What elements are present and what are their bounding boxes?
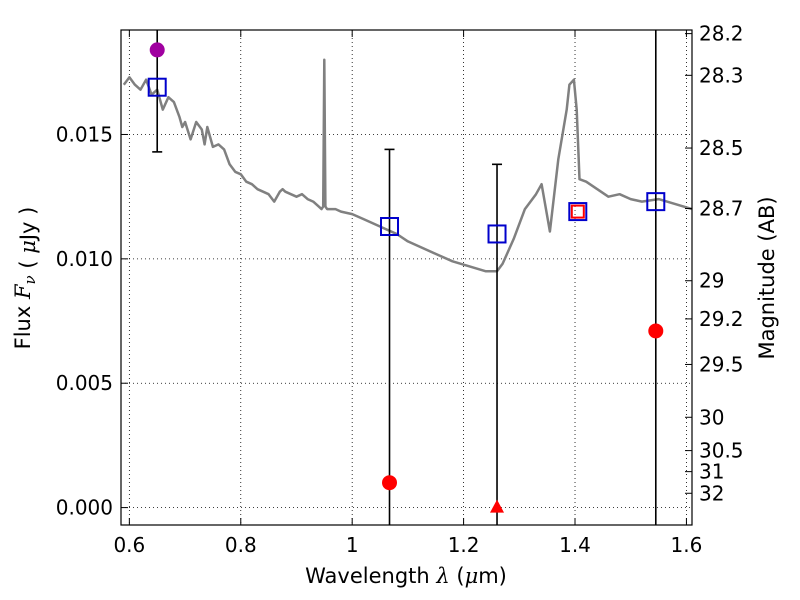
open-square-marker: [380, 217, 400, 237]
x-tick-label: 1.4: [559, 533, 591, 557]
magnitude-tick-label: 29: [699, 269, 724, 293]
model-spectrum: [122, 58, 693, 273]
magnitude-tick-label: 29.5: [699, 352, 744, 376]
spectrum-line: [122, 58, 693, 273]
y-axis-title: Flux Fν ( μJy ): [11, 207, 40, 350]
open-square-marker: [568, 202, 588, 222]
axis-ticks: [121, 30, 692, 525]
x-tick-label: 1.6: [671, 533, 703, 557]
x-tick-label: 1.2: [448, 533, 480, 557]
magnitude-axis-title: Magnitude (AB): [755, 196, 779, 359]
error-bars: [152, 30, 657, 525]
magnitude-tick-label: 28.2: [699, 22, 744, 46]
y-tick-label: 0.000: [56, 496, 113, 520]
data-markers: [147, 42, 666, 513]
magnitude-tick-label: 29.2: [699, 307, 744, 331]
grid-lines: [121, 30, 692, 525]
plot-frame: [120, 29, 693, 526]
x-tick-label: 1: [346, 533, 359, 557]
magnitude-tick-label: 32: [699, 481, 724, 505]
magnitude-tick-label: 31: [699, 460, 724, 484]
x-axis-title: Wavelength λ (μm): [305, 564, 507, 588]
open-square-marker: [570, 204, 585, 219]
open-square-marker: [487, 224, 507, 244]
x-tick-labels: 0.6 0.8 1 1.2 1.4 1.6: [113, 533, 702, 557]
y-tick-label: 0.015: [56, 122, 113, 146]
x-tick-label: 0.8: [225, 533, 257, 557]
magnitude-tick-label: 30: [699, 405, 724, 429]
x-tick-label: 0.6: [113, 533, 145, 557]
open-square-marker: [147, 77, 167, 97]
y-tick-label: 0.010: [56, 247, 113, 271]
magnitude-tick-label: 28.7: [699, 197, 744, 221]
triangle-marker: [490, 499, 505, 513]
filled-circle-marker: [648, 323, 664, 339]
filled-circle-marker: [149, 42, 165, 58]
magnitude-tick-label: 28.3: [699, 63, 744, 87]
y-tick-label: 0.005: [56, 371, 113, 395]
open-square-marker: [646, 192, 666, 212]
y-tick-labels: 0.000 0.005 0.010 0.015: [56, 122, 113, 519]
magnitude-tick-label: 30.5: [699, 439, 744, 463]
magnitude-tick-label: 28.5: [699, 136, 744, 160]
filled-circle-marker: [382, 475, 398, 491]
